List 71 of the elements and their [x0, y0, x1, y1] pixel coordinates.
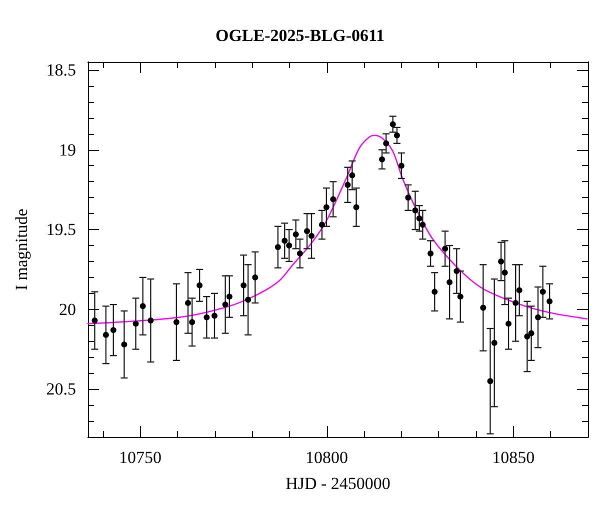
x-tick-label: 10850	[492, 448, 535, 467]
point	[428, 250, 434, 256]
point	[516, 287, 522, 294]
point	[132, 320, 139, 327]
point	[286, 242, 292, 249]
point	[457, 294, 464, 300]
y-axis-title: I magnitude	[12, 208, 31, 290]
point	[487, 378, 494, 384]
point	[454, 268, 460, 274]
point	[282, 238, 288, 244]
point	[323, 204, 330, 210]
point	[540, 288, 546, 295]
point	[110, 327, 116, 334]
point	[535, 314, 541, 320]
point	[148, 318, 154, 324]
point	[353, 204, 360, 210]
point	[524, 333, 530, 340]
point	[204, 314, 210, 320]
point	[512, 300, 519, 306]
point	[528, 330, 534, 336]
x-axis-title: HJD - 2450000	[286, 474, 390, 493]
point	[344, 182, 351, 188]
line-series	[87, 134, 588, 324]
point	[442, 246, 448, 252]
point	[140, 303, 146, 310]
point	[480, 304, 486, 311]
point	[226, 294, 232, 300]
point	[92, 318, 98, 324]
point	[420, 222, 426, 228]
point	[330, 196, 336, 202]
point	[121, 341, 128, 348]
chart-title: OGLE-2025-BLG-0611	[215, 26, 385, 45]
point	[390, 121, 396, 128]
point	[222, 302, 228, 308]
point	[318, 222, 325, 228]
y-tick-label: 20.5	[46, 380, 76, 399]
point	[304, 228, 310, 234]
point	[308, 232, 315, 239]
y-tick-label: 19.5	[46, 220, 76, 240]
y-tick-label: 19	[59, 140, 76, 160]
point	[502, 270, 508, 276]
point	[546, 298, 553, 304]
point	[274, 244, 281, 250]
x-tick-label: 10750	[118, 448, 162, 467]
point	[196, 282, 203, 288]
point	[296, 250, 303, 256]
point	[212, 312, 218, 319]
point	[189, 319, 196, 326]
point	[398, 162, 404, 169]
y-tick-label: 20	[59, 300, 76, 319]
point	[412, 207, 418, 214]
point	[379, 156, 386, 162]
y-tick-label: 18.5	[46, 60, 76, 80]
point	[432, 288, 438, 295]
point	[498, 258, 504, 264]
point	[491, 340, 498, 346]
point	[349, 172, 356, 178]
point	[405, 194, 412, 201]
point	[383, 140, 390, 146]
point	[240, 282, 247, 288]
point	[252, 274, 258, 280]
point	[292, 231, 299, 238]
point	[102, 332, 109, 338]
point	[416, 215, 422, 222]
point	[506, 320, 512, 327]
point	[446, 279, 453, 286]
point	[185, 300, 191, 306]
x-tick-label: 10800	[306, 448, 348, 467]
point	[394, 132, 400, 138]
point	[245, 296, 252, 303]
point	[173, 319, 180, 326]
